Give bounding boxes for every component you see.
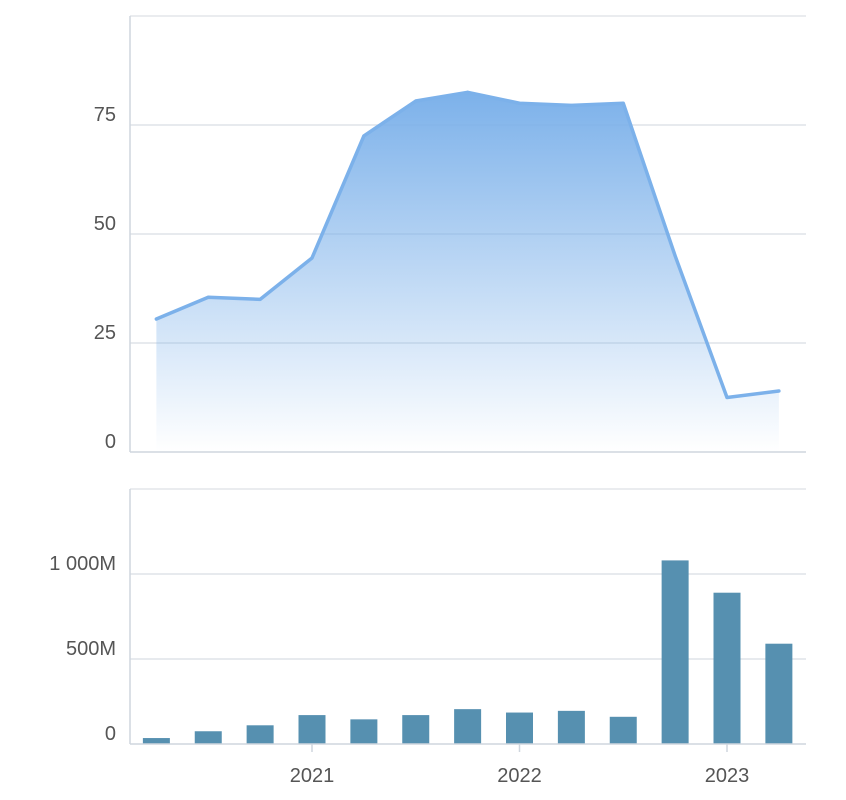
bottom-y-tick-label: 0: [105, 723, 116, 745]
bar: [298, 715, 326, 744]
bar: [557, 710, 585, 744]
bar: [506, 712, 533, 744]
area-data-point: [569, 103, 573, 107]
area-data-point: [466, 90, 470, 94]
bar: [142, 738, 170, 744]
bar: [246, 725, 274, 744]
top-y-tick-label: 0: [105, 431, 116, 453]
bar: [350, 719, 378, 744]
top-y-tick-label: 75: [94, 104, 116, 126]
area-data-point: [154, 317, 158, 321]
x-tick-label: 2022: [497, 765, 542, 787]
bar: [454, 709, 482, 744]
area-data-point: [725, 396, 729, 399]
area-data-point: [414, 99, 418, 103]
bar: [194, 731, 222, 744]
top-y-tick-label: 50: [94, 213, 116, 235]
area-data-point: [518, 101, 521, 105]
bar: [609, 716, 637, 744]
area-data-point: [310, 256, 314, 260]
area-data-point: [206, 295, 210, 299]
bar: [765, 643, 793, 744]
area-fill: [156, 92, 779, 453]
bar: [661, 560, 689, 744]
top-area-chart: 0 25 50 75: [94, 15, 806, 453]
bottom-y-tick-label: 500M: [66, 638, 116, 660]
area-data-point: [673, 254, 677, 258]
area-data-point: [258, 297, 262, 301]
bottom-y-tick-label: 1 000M: [49, 553, 116, 575]
x-tick-label: 2021: [290, 765, 335, 787]
area-data-point: [362, 134, 366, 138]
bar: [713, 592, 741, 744]
bottom-bar-chart: 0 500M 1 000M 2021 2022 2023: [49, 488, 806, 787]
x-tick-label: 2023: [705, 765, 750, 787]
top-y-tick-label: 25: [94, 322, 116, 344]
area-data-point: [621, 101, 625, 105]
area-data-point: [777, 389, 781, 393]
bar: [402, 715, 430, 744]
